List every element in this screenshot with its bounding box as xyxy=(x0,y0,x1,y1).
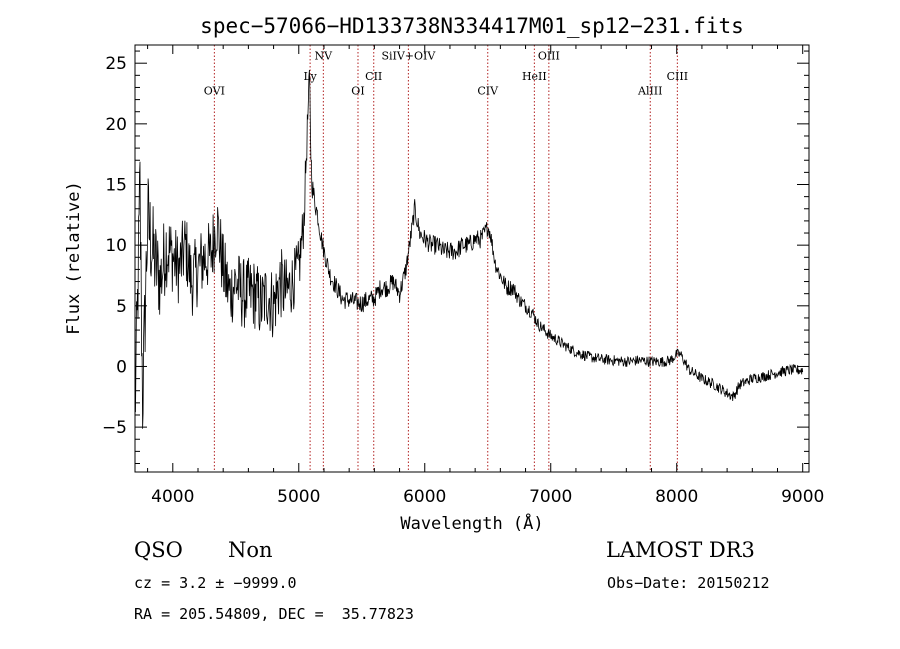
object-class: QSO xyxy=(134,538,183,562)
line-label: OI xyxy=(351,85,364,98)
x-axis-label: Wavelength (Å) xyxy=(400,512,543,534)
line-label: OVI xyxy=(204,85,225,98)
chart-title: spec−57066−HD133738N334417M01_sp12−231.f… xyxy=(200,14,744,38)
y-tick-label: 15 xyxy=(105,176,127,196)
redshift-cz: cz = 3.2 ± −9999.0 xyxy=(134,574,297,592)
line-label: CIV xyxy=(477,85,499,98)
line-label: CII xyxy=(365,70,382,83)
spectrum-line xyxy=(134,69,804,429)
x-tick-label: 8000 xyxy=(655,487,698,507)
x-tick-label: 9000 xyxy=(781,487,824,507)
coordinates: RA = 205.54809, DEC = 35.77823 xyxy=(134,605,414,623)
x-tick-label: 5000 xyxy=(277,487,320,507)
y-tick-label: 20 xyxy=(105,115,127,135)
y-tick-label: 0 xyxy=(116,357,127,377)
x-tick-label: 7000 xyxy=(529,487,572,507)
line-label: HeII xyxy=(522,70,547,83)
y-tick-label: 25 xyxy=(105,54,127,74)
line-label: SiIV+OIV xyxy=(381,50,436,63)
observation-date: Obs−Date: 20150212 xyxy=(607,574,770,592)
line-label: Ly xyxy=(303,70,317,83)
y-tick-label: −5 xyxy=(102,418,127,438)
spectrum-line-group xyxy=(134,69,804,429)
y-tick-label: 10 xyxy=(105,236,127,256)
survey-name: LAMOST DR3 xyxy=(606,538,755,562)
y-axis-label: Flux (relative) xyxy=(64,181,84,335)
x-axis: 4000 5000 6000 7000 8000 9000 xyxy=(147,45,824,507)
line-label: AlIII xyxy=(637,85,663,98)
x-tick-label: 4000 xyxy=(151,487,194,507)
object-subclass: Non xyxy=(228,538,273,562)
x-tick-label: 6000 xyxy=(403,487,446,507)
y-axis: −5 0 5 10 15 20 25 xyxy=(102,50,809,465)
y-tick-label: 5 xyxy=(116,297,127,317)
line-label: NV xyxy=(315,50,334,63)
line-label: CIII xyxy=(667,70,688,83)
plot-frame xyxy=(134,44,810,473)
line-label: OIII xyxy=(538,50,560,63)
